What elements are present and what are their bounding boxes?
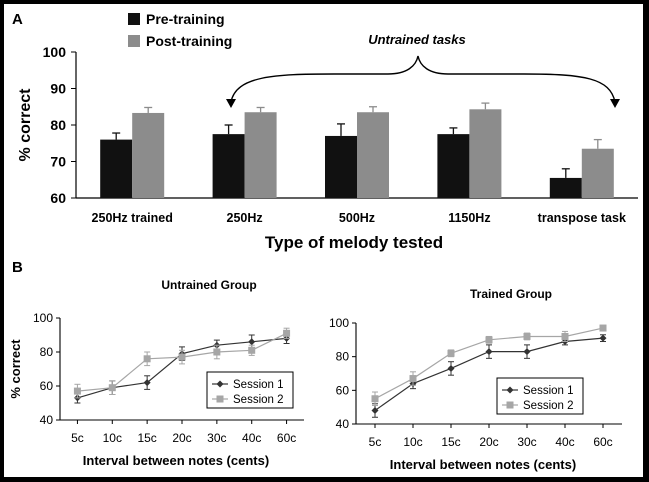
data-point	[485, 336, 493, 344]
figure: A Pre-training Post-training Untrained t…	[4, 4, 643, 477]
x-tick-label: 60c	[593, 435, 612, 449]
y-tick-label: 100	[329, 316, 349, 330]
y-tick-label: 100	[43, 44, 67, 60]
x-axis-title: Interval between notes (cents)	[390, 457, 576, 472]
data-point	[599, 324, 607, 332]
legend-swatch-pre	[128, 13, 140, 25]
data-point	[108, 384, 116, 392]
untrained-group-chart: 40 60 80 100 5c 10c 15c 20c 30c 40c 60c Interval be…	[8, 311, 304, 468]
untrained-tasks-brace	[230, 55, 616, 103]
data-point	[447, 364, 455, 372]
data-point	[523, 332, 531, 340]
legend-marker	[506, 401, 514, 409]
data-point	[213, 348, 221, 356]
untrained-tasks-annotation: Untrained tasks	[226, 32, 620, 108]
trained-group-title: Trained Group	[470, 287, 552, 301]
y-tick-label: 60	[40, 379, 54, 393]
data-point	[599, 334, 607, 342]
bar	[325, 135, 357, 198]
data-point	[561, 332, 569, 340]
untrained-group-title: Untrained Group	[161, 278, 256, 292]
figure-svg: A Pre-training Post-training Untrained t…	[8, 11, 638, 472]
legend-marker	[216, 395, 224, 403]
x-tick-label: 20c	[479, 435, 498, 449]
data-point	[143, 355, 151, 363]
bar	[244, 112, 277, 198]
x-tick-label: transpose task	[538, 211, 626, 225]
x-tick-label: 20c	[172, 431, 191, 445]
data-point	[371, 407, 379, 415]
legend-label: Session 1	[523, 385, 574, 397]
y-tick-label: 60	[336, 383, 350, 397]
x-tick-label: 60c	[277, 431, 296, 445]
untrained-tasks-label: Untrained tasks	[368, 32, 466, 47]
data-point	[248, 338, 256, 346]
bar	[100, 139, 133, 198]
panel-a-legend: Pre-training Post-training	[128, 11, 232, 49]
x-tick-label: 500Hz	[339, 211, 375, 225]
legend-swatch-post	[128, 35, 140, 47]
data-point	[447, 349, 455, 357]
y-tick-label: 90	[50, 81, 66, 97]
bar	[357, 112, 389, 198]
y-tick-label: 40	[40, 413, 54, 427]
panel-b-label: B	[12, 259, 23, 276]
y-tick-label: 100	[33, 311, 53, 325]
bar	[132, 112, 165, 198]
legend-marker	[216, 380, 224, 388]
panel-a-label: A	[12, 11, 23, 28]
data-point	[371, 395, 379, 403]
y-tick-label: 60	[50, 190, 66, 206]
panel-a-bar-chart: 60 70 80 90 100 % correct 250Hz trained 250Hz 50…	[17, 44, 638, 252]
data-point	[248, 346, 256, 354]
data-point	[178, 353, 186, 361]
x-tick-label: 5c	[71, 431, 84, 445]
x-tick-label: 1150Hz	[448, 211, 490, 225]
bar	[581, 148, 614, 198]
x-tick-label: 40c	[555, 435, 574, 449]
bar	[212, 134, 245, 198]
x-tick-label: 5c	[369, 435, 382, 449]
x-tick-label: 15c	[441, 435, 460, 449]
y-tick-label: 80	[336, 350, 350, 364]
y-tick-label: 40	[336, 417, 350, 431]
y-axis-title: % correct	[17, 88, 34, 162]
data-point	[73, 387, 81, 395]
legend-label: Session 2	[523, 400, 574, 412]
legend-label: Session 1	[233, 379, 284, 391]
untrained-tasks-arrow-left	[226, 99, 236, 108]
data-point	[143, 379, 151, 387]
y-axis-title: % correct	[8, 339, 23, 399]
untrained-tasks-arrow-right	[610, 99, 620, 108]
x-tick-label: 15c	[137, 431, 156, 445]
trained-group-chart: 40 60 80 100 5c 10c 15c 20c 30c 40c 60c Interval be…	[329, 316, 622, 472]
x-axis-title: Interval between notes (cents)	[83, 453, 269, 468]
x-tick-label: 250Hz trained	[92, 211, 173, 225]
x-axis-title: Type of melody tested	[265, 233, 443, 252]
y-tick-label: 80	[50, 117, 66, 133]
legend-marker	[506, 386, 514, 394]
legend-label-pre: Pre-training	[146, 11, 225, 27]
x-tick-label: 40c	[242, 431, 261, 445]
data-point	[523, 348, 531, 356]
y-tick-label: 70	[50, 154, 66, 170]
y-tick-label: 80	[40, 345, 54, 359]
legend-label-post: Post-training	[146, 33, 232, 49]
bar	[469, 109, 502, 198]
data-point	[485, 348, 493, 356]
x-tick-label: 30c	[207, 431, 226, 445]
x-tick-label: 10c	[403, 435, 422, 449]
x-tick-label: 10c	[103, 431, 122, 445]
legend-label: Session 2	[233, 394, 284, 406]
x-tick-label: 30c	[517, 435, 536, 449]
data-point	[409, 375, 417, 383]
data-point	[283, 329, 291, 337]
bar	[549, 177, 582, 198]
x-tick-label: 250Hz	[227, 211, 263, 225]
bar	[437, 134, 470, 198]
